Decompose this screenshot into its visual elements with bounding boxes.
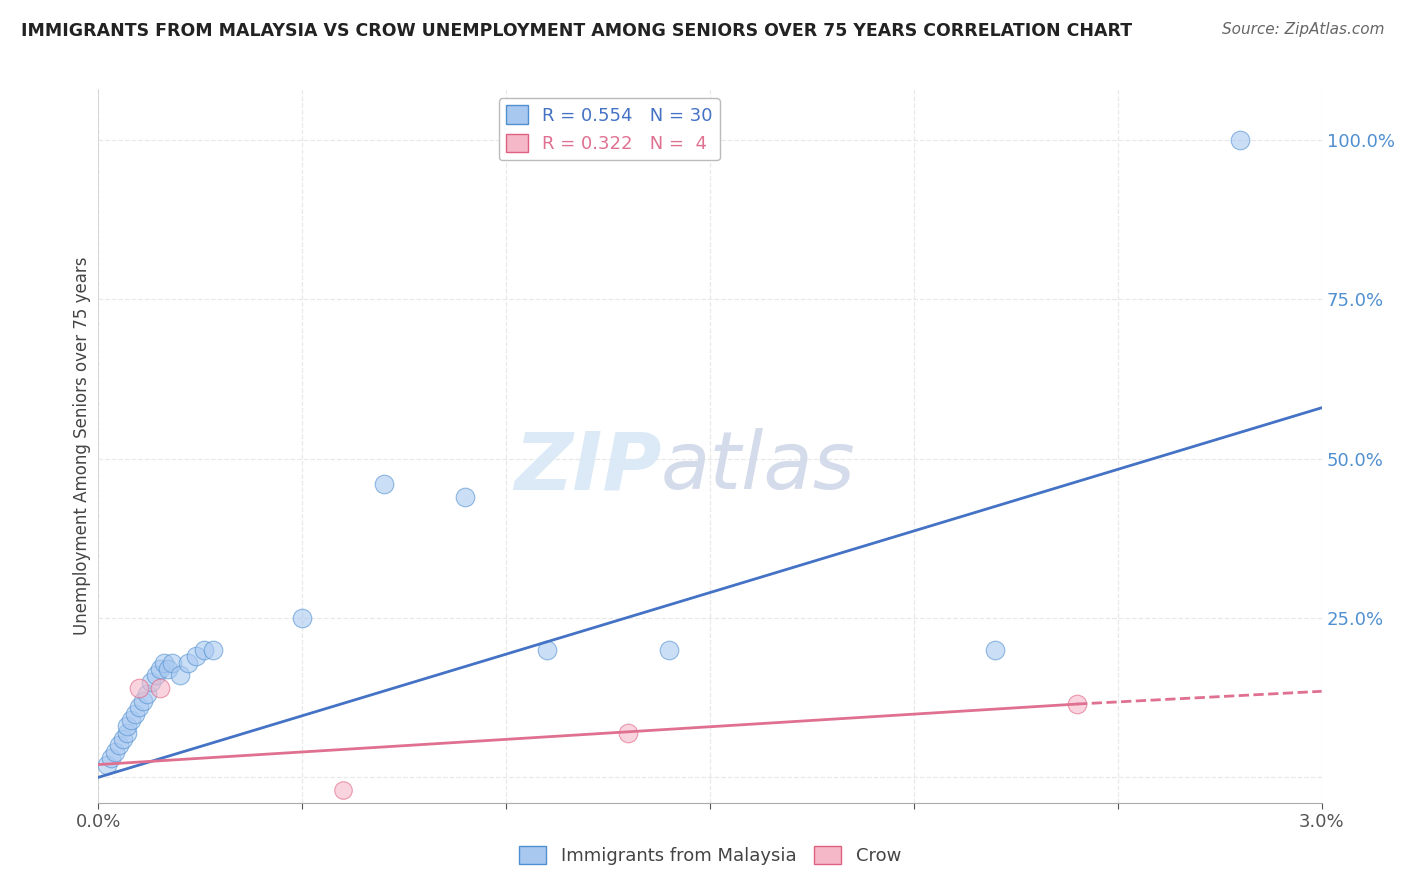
Point bbox=[128, 681, 150, 695]
Text: IMMIGRANTS FROM MALAYSIA VS CROW UNEMPLOYMENT AMONG SENIORS OVER 75 YEARS CORREL: IMMIGRANTS FROM MALAYSIA VS CROW UNEMPLO… bbox=[21, 22, 1132, 40]
Point bbox=[104, 745, 127, 759]
Point bbox=[124, 706, 146, 721]
Point bbox=[96, 757, 118, 772]
Point bbox=[149, 662, 172, 676]
Point bbox=[373, 477, 395, 491]
Point bbox=[100, 751, 122, 765]
Point bbox=[658, 643, 681, 657]
Point bbox=[169, 668, 191, 682]
Point bbox=[156, 662, 179, 676]
Point bbox=[332, 783, 354, 797]
Point bbox=[128, 700, 150, 714]
Point bbox=[160, 656, 183, 670]
Point bbox=[201, 643, 224, 657]
Y-axis label: Unemployment Among Seniors over 75 years: Unemployment Among Seniors over 75 years bbox=[73, 257, 91, 635]
Point bbox=[111, 732, 134, 747]
Point bbox=[291, 611, 314, 625]
Point bbox=[152, 656, 174, 670]
Point bbox=[617, 725, 640, 739]
Legend: Immigrants from Malaysia, Crow: Immigrants from Malaysia, Crow bbox=[512, 838, 908, 872]
Point bbox=[984, 643, 1007, 657]
Point bbox=[145, 668, 167, 682]
Point bbox=[115, 719, 138, 733]
Point bbox=[108, 739, 131, 753]
Point bbox=[1066, 697, 1088, 711]
Point bbox=[193, 643, 215, 657]
Point bbox=[120, 713, 142, 727]
Point bbox=[149, 681, 172, 695]
Point bbox=[115, 725, 138, 739]
Point bbox=[536, 643, 558, 657]
Text: ZIP: ZIP bbox=[513, 428, 661, 507]
Point bbox=[454, 490, 477, 504]
Point bbox=[186, 649, 208, 664]
Point bbox=[132, 694, 155, 708]
Point bbox=[136, 688, 159, 702]
Point bbox=[141, 674, 163, 689]
Point bbox=[1229, 133, 1251, 147]
Text: Source: ZipAtlas.com: Source: ZipAtlas.com bbox=[1222, 22, 1385, 37]
Point bbox=[177, 656, 200, 670]
Text: atlas: atlas bbox=[661, 428, 856, 507]
